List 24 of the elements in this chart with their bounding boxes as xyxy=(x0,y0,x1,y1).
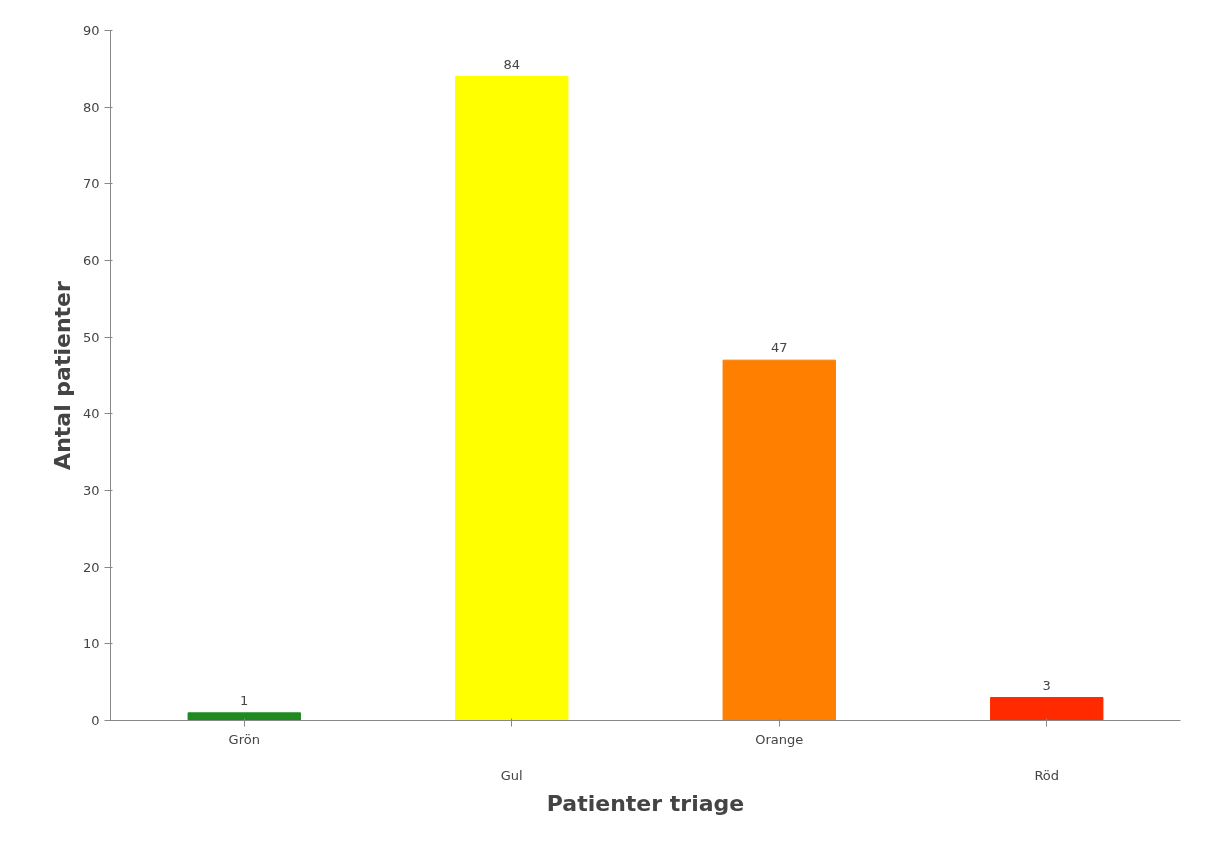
x-tick-label: Gul xyxy=(500,767,523,783)
x-axis-title: Patienter triage xyxy=(546,790,745,816)
y-tick-label: 70 xyxy=(82,176,100,192)
bar xyxy=(455,76,569,721)
y-tick-label: 50 xyxy=(82,329,100,345)
y-tick-label: 10 xyxy=(82,636,100,652)
data-label: 47 xyxy=(770,340,788,356)
bar xyxy=(187,712,301,721)
y-tick-label: 80 xyxy=(82,99,100,115)
y-tick-label: 90 xyxy=(82,23,100,38)
y-tick-label: 20 xyxy=(82,559,100,575)
y-axis-title: Antal patienter xyxy=(49,280,75,470)
data-label: 1 xyxy=(240,692,249,708)
y-tick-label: 0 xyxy=(91,713,100,728)
y-tick-label: 30 xyxy=(82,483,100,498)
data-label: 3 xyxy=(1042,677,1051,693)
bar xyxy=(722,359,836,721)
bar xyxy=(990,697,1104,721)
x-tick-label: Grön xyxy=(228,731,260,747)
y-tick-label: 60 xyxy=(82,253,100,268)
y-tick-label: 40 xyxy=(82,406,100,422)
x-tick-label: Röd xyxy=(1034,767,1060,783)
data-label: 84 xyxy=(503,56,521,72)
x-tick-label: Orange xyxy=(755,731,804,747)
